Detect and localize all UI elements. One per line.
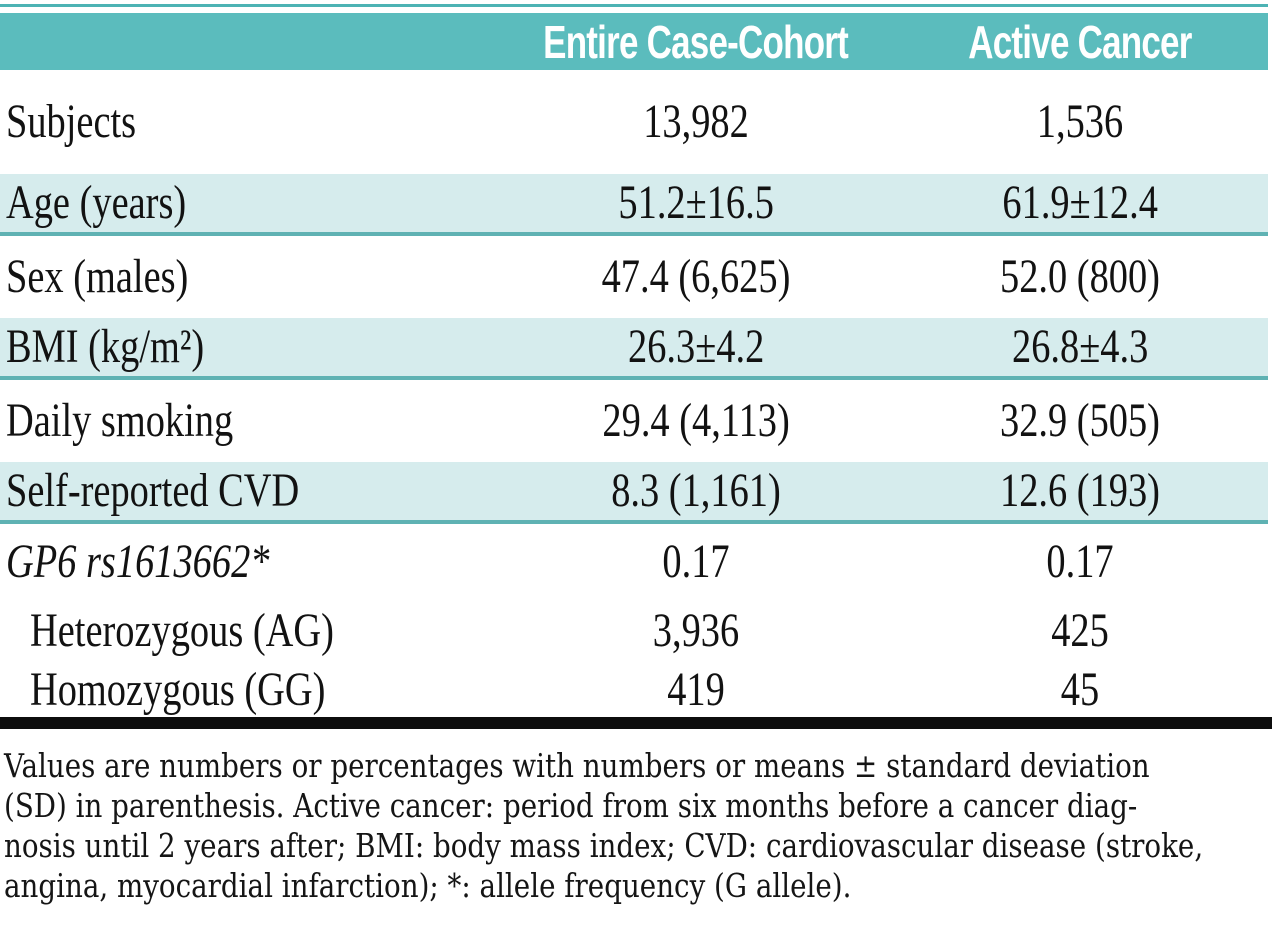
table-row-heterozygous-ag: Heterozygous (AG) 3,936 425 (0, 600, 1268, 662)
table-body: Subjects 13,982 1,536 Age (years) 51.2±1… (0, 70, 1268, 717)
table-row-bmi: BMI (kg/m²) 26.3±4.2 26.8±4.3 (0, 318, 1268, 380)
table-header-active-cancer-label: Active Cancer (968, 15, 1192, 68)
table-footnote: Values are numbers or percentages with n… (4, 746, 1280, 906)
row-label: Homozygous (GG) (30, 662, 326, 716)
value-active-cancer: 26.8±4.3 (1011, 320, 1149, 373)
table-row-age: Age (years) 51.2±16.5 61.9±12.4 (0, 174, 1268, 236)
row-label: Self-reported CVD (6, 464, 300, 517)
value-entire-cohort: 26.3±4.2 (627, 320, 765, 373)
value-active-cancer: 45 (1060, 662, 1100, 716)
value-active-cancer: 1,536 (1036, 95, 1124, 148)
row-label: Age (years) (6, 176, 187, 229)
table-header-entire-cohort: Entire Case-Cohort (460, 15, 932, 69)
value-active-cancer: 32.9 (505) (1000, 394, 1160, 447)
table-header-entire-cohort-label: Entire Case-Cohort (543, 15, 850, 68)
value-entire-cohort: 8.3 (1,161) (611, 464, 781, 517)
table-bottom-rule (0, 717, 1272, 729)
value-entire-cohort: 3,936 (652, 604, 740, 657)
row-label: BMI (kg/m²) (6, 320, 205, 373)
footnote-line: (SD) in parenthesis. Active cancer: peri… (4, 786, 1138, 825)
row-label: Heterozygous (AG) (30, 604, 334, 657)
table-row-subjects: Subjects 13,982 1,536 (0, 70, 1268, 174)
row-label: GP6 rs1613662* (6, 535, 270, 588)
table-row-sex: Sex (males) 47.4 (6,625) 52.0 (800) (0, 236, 1268, 318)
value-entire-cohort: 29.4 (4,113) (602, 394, 790, 447)
table-row-daily-smoking: Daily smoking 29.4 (4,113) 32.9 (505) (0, 380, 1268, 462)
footnote-line: angina, myocardial infarction); *: allel… (4, 866, 852, 905)
footnote-line: nosis until 2 years after; BMI: body mas… (4, 826, 1204, 865)
table-top-rule (0, 4, 1268, 7)
value-active-cancer: 12.6 (193) (1000, 464, 1160, 517)
value-entire-cohort: 51.2±16.5 (618, 176, 774, 229)
row-label: Daily smoking (6, 394, 234, 447)
row-label: Sex (males) (6, 250, 189, 303)
value-entire-cohort: 0.17 (662, 535, 730, 588)
row-label: Subjects (6, 95, 137, 148)
value-active-cancer: 52.0 (800) (1000, 250, 1160, 303)
value-active-cancer: 61.9±12.4 (1002, 176, 1158, 229)
table-row-self-reported-cvd: Self-reported CVD 8.3 (1,161) 12.6 (193) (0, 462, 1268, 524)
table-row-gp6-rs1613662: GP6 rs1613662* 0.17 0.17 (0, 524, 1268, 600)
table-header-active-cancer: Active Cancer (932, 15, 1268, 69)
table-header-row: Entire Case-Cohort Active Cancer (0, 13, 1268, 70)
footnote-line: Values are numbers or percentages with n… (4, 746, 1150, 785)
value-entire-cohort: 13,982 (643, 95, 749, 148)
value-entire-cohort: 419 (667, 662, 725, 716)
table-row-homozygous-gg: Homozygous (GG) 419 45 (0, 662, 1268, 717)
value-active-cancer: 425 (1051, 604, 1109, 657)
value-entire-cohort: 47.4 (6,625) (601, 250, 791, 303)
value-active-cancer: 0.17 (1046, 535, 1114, 588)
